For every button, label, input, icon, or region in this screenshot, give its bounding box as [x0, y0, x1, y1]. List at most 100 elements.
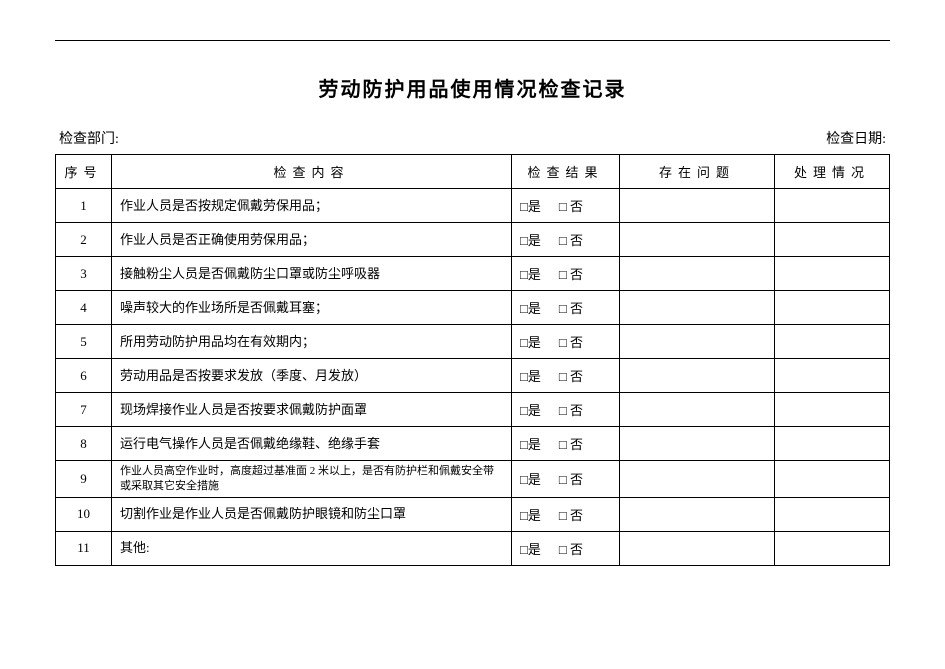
cell-problem	[620, 257, 775, 291]
checkbox-no[interactable]: □ 否	[559, 400, 583, 419]
cell-result: □是 □ 否	[512, 257, 620, 291]
cell-content: 劳动用品是否按要求发放（季度、月发放）	[112, 359, 512, 393]
checkbox-no[interactable]: □ 否	[559, 332, 583, 351]
cell-action	[775, 325, 890, 359]
table-row: 7现场焊接作业人员是否按要求佩戴防护面罩 □是 □ 否	[56, 393, 890, 427]
cell-action	[775, 223, 890, 257]
cell-seq: 11	[56, 531, 112, 565]
cell-seq: 5	[56, 325, 112, 359]
inspection-table: 序号 检查内容 检查结果 存在问题 处理情况 1作业人员是否按规定佩戴劳保用品；…	[55, 154, 890, 566]
checkbox-yes[interactable]: □是	[520, 366, 541, 385]
cell-action	[775, 393, 890, 427]
cell-seq: 10	[56, 497, 112, 531]
cell-result: □是 □ 否	[512, 497, 620, 531]
table-row: 4噪声较大的作业场所是否佩戴耳塞； □是 □ 否	[56, 291, 890, 325]
cell-problem	[620, 393, 775, 427]
cell-seq: 1	[56, 189, 112, 223]
cell-seq: 3	[56, 257, 112, 291]
checkbox-no[interactable]: □ 否	[559, 539, 583, 558]
cell-problem	[620, 359, 775, 393]
col-header-action: 处理情况	[775, 155, 890, 189]
cell-result: □是 □ 否	[512, 531, 620, 565]
cell-problem	[620, 531, 775, 565]
cell-problem	[620, 189, 775, 223]
checkbox-yes[interactable]: □是	[520, 332, 541, 351]
dept-label: 检查部门:	[59, 128, 119, 148]
cell-problem	[620, 497, 775, 531]
cell-action	[775, 497, 890, 531]
cell-seq: 8	[56, 427, 112, 461]
checkbox-no[interactable]: □ 否	[559, 230, 583, 249]
checkbox-no[interactable]: □ 否	[559, 469, 583, 488]
cell-result: □是 □ 否	[512, 291, 620, 325]
cell-result: □是 □ 否	[512, 427, 620, 461]
table-row: 1作业人员是否按规定佩戴劳保用品； □是 □ 否	[56, 189, 890, 223]
checkbox-yes[interactable]: □是	[520, 264, 541, 283]
table-body: 1作业人员是否按规定佩戴劳保用品；□是□ 否2作业人员是否正确使用劳保用品；□是…	[56, 189, 890, 566]
cell-content: 运行电气操作人员是否佩戴绝缘鞋、绝缘手套	[112, 427, 512, 461]
cell-action	[775, 461, 890, 498]
cell-seq: 6	[56, 359, 112, 393]
table-row: 10切割作业是作业人员是否佩戴防护眼镜和防尘口罩 □是 □ 否	[56, 497, 890, 531]
cell-seq: 4	[56, 291, 112, 325]
col-header-content: 检查内容	[112, 155, 512, 189]
checkbox-yes[interactable]: □是	[520, 230, 541, 249]
cell-action	[775, 291, 890, 325]
top-horizontal-rule	[55, 40, 890, 41]
checkbox-no[interactable]: □ 否	[559, 434, 583, 453]
table-row: 3接触粉尘人员是否佩戴防尘口罩或防尘呼吸器 □是 □ 否	[56, 257, 890, 291]
checkbox-no[interactable]: □ 否	[559, 298, 583, 317]
table-row: 6劳动用品是否按要求发放（季度、月发放） □是 □ 否	[56, 359, 890, 393]
table-row: 11其他: □是 □ 否	[56, 531, 890, 565]
checkbox-no[interactable]: □ 否	[559, 366, 583, 385]
cell-seq: 9	[56, 461, 112, 498]
cell-content: 所用劳动防护用品均在有效期内；	[112, 325, 512, 359]
cell-content: 作业人员高空作业时，高度超过基准面 2 米以上，是否有防护栏和佩戴安全带或采取其…	[112, 461, 512, 498]
cell-content: 其他:	[112, 531, 512, 565]
cell-content: 噪声较大的作业场所是否佩戴耳塞；	[112, 291, 512, 325]
cell-content: 现场焊接作业人员是否按要求佩戴防护面罩	[112, 393, 512, 427]
checkbox-no[interactable]: □ 否	[559, 505, 583, 524]
cell-problem	[620, 325, 775, 359]
checkbox-no[interactable]: □ 否	[559, 264, 583, 283]
cell-seq: 7	[56, 393, 112, 427]
cell-action	[775, 531, 890, 565]
cell-problem	[620, 291, 775, 325]
checkbox-yes[interactable]: □是	[520, 434, 541, 453]
checkbox-yes[interactable]: □是	[520, 469, 541, 488]
checkbox-yes[interactable]: □是	[520, 505, 541, 524]
cell-result: □是 □ 否	[512, 325, 620, 359]
cell-problem	[620, 461, 775, 498]
cell-problem	[620, 223, 775, 257]
cell-content: 作业人员是否正确使用劳保用品；	[112, 223, 512, 257]
cell-content: 接触粉尘人员是否佩戴防尘口罩或防尘呼吸器	[112, 257, 512, 291]
table-row: 8运行电气操作人员是否佩戴绝缘鞋、绝缘手套 □是 □ 否	[56, 427, 890, 461]
date-label: 检查日期:	[826, 128, 886, 148]
cell-result: □是 □ 否	[512, 189, 620, 223]
page-title: 劳动防护用品使用情况检查记录	[55, 73, 890, 102]
cell-content: 切割作业是作业人员是否佩戴防护眼镜和防尘口罩	[112, 497, 512, 531]
table-row: 9作业人员高空作业时，高度超过基准面 2 米以上，是否有防护栏和佩戴安全带或采取…	[56, 461, 890, 498]
cell-action	[775, 359, 890, 393]
cell-action	[775, 189, 890, 223]
checkbox-yes[interactable]: □是	[520, 298, 541, 317]
col-header-result: 检查结果	[512, 155, 620, 189]
meta-row: 检查部门: 检查日期:	[55, 128, 890, 148]
checkbox-no[interactable]: □ 否	[559, 196, 583, 215]
cell-seq: 2	[56, 223, 112, 257]
col-header-seq: 序号	[56, 155, 112, 189]
table-header-row: 序号 检查内容 检查结果 存在问题 处理情况	[56, 155, 890, 189]
checkbox-yes[interactable]: □是	[520, 400, 541, 419]
cell-result: □是 □ 否	[512, 393, 620, 427]
col-header-problem: 存在问题	[620, 155, 775, 189]
checkbox-yes[interactable]: □是	[520, 539, 541, 558]
checkbox-yes[interactable]: □是	[520, 196, 541, 215]
cell-result: □是 □ 否	[512, 461, 620, 498]
cell-result: □是 □ 否	[512, 223, 620, 257]
cell-problem	[620, 427, 775, 461]
table-row: 5所用劳动防护用品均在有效期内； □是 □ 否	[56, 325, 890, 359]
cell-result: □是 □ 否	[512, 359, 620, 393]
cell-content: 作业人员是否按规定佩戴劳保用品；	[112, 189, 512, 223]
cell-action	[775, 427, 890, 461]
table-row: 2作业人员是否正确使用劳保用品； □是 □ 否	[56, 223, 890, 257]
